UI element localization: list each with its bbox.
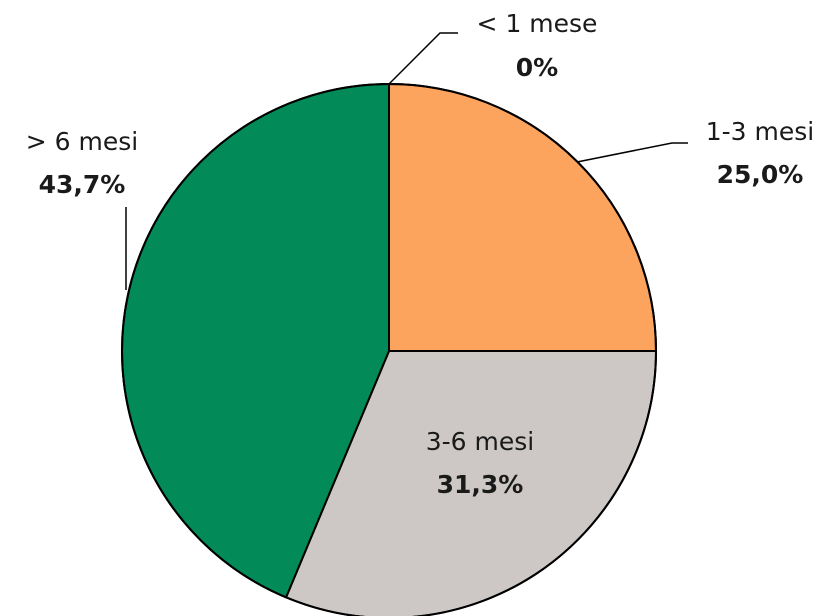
slice-label-lt1-name: < 1 mese	[477, 9, 598, 38]
slice-label-gt6-name: > 6 mesi	[26, 127, 138, 156]
slice-label-3-6-value: 31,3%	[437, 470, 524, 499]
slice-1-3	[388, 83, 657, 352]
leader-line-lt1	[388, 32, 458, 85]
slice-label-lt1: < 1 mese 0%	[477, 9, 598, 82]
slice-label-lt1-value: 0%	[516, 53, 558, 82]
slice-label-gt6-value: 43,7%	[39, 170, 126, 199]
slice-label-3-6-name: 3-6 mesi	[426, 427, 534, 456]
slice-label-1-3-name: 1-3 mesi	[706, 117, 814, 146]
slice-label-1-3-value: 25,0%	[717, 160, 804, 189]
slice-label-3-6: 3-6 mesi 31,3%	[426, 427, 534, 499]
leader-lines	[125, 32, 688, 290]
slice-label-gt6: > 6 mesi 43,7%	[26, 127, 138, 199]
slice-label-1-3: 1-3 mesi 25,0%	[706, 117, 814, 189]
pie-slices	[121, 83, 657, 616]
leader-line-1-3	[576, 142, 688, 163]
